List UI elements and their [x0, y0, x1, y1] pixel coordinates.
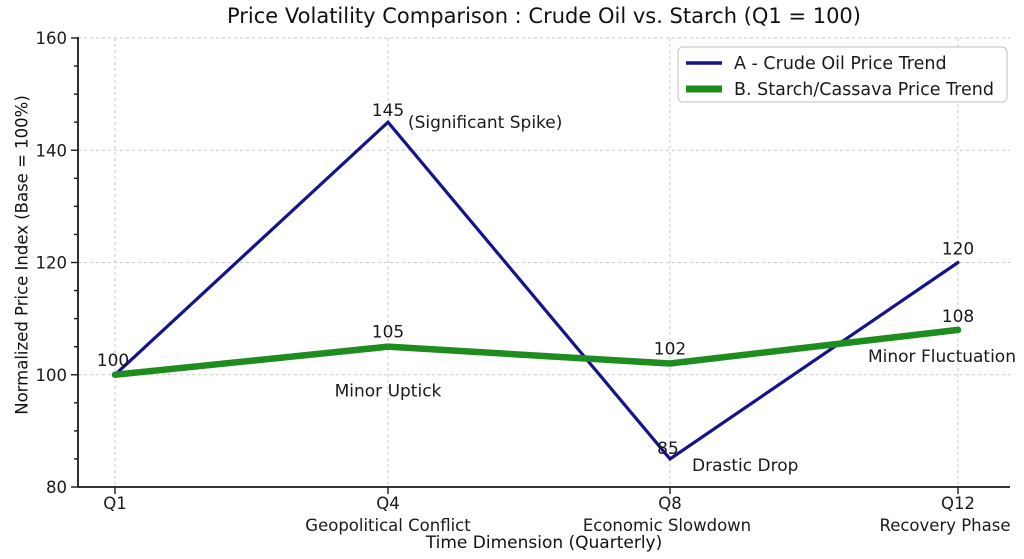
- legend-label-a-crude-oil-price-trend: A - Crude Oil Price Trend: [734, 54, 947, 74]
- x-tick-label: Q4: [376, 494, 400, 513]
- annotation-85: 85: [657, 439, 679, 459]
- x-tick-label: Q1: [103, 494, 127, 513]
- annotation-significant-spike: (Significant Spike): [408, 113, 562, 133]
- y-tick-label: 120: [36, 254, 68, 273]
- series-line-b-starch-cassava-price-trend: [111, 326, 962, 378]
- x-tick-label: Q8: [658, 494, 682, 513]
- legend-label-b-starch-cassava-price-trend: B. Starch/Cassava Price Trend: [734, 80, 994, 100]
- annotation-105: 105: [372, 323, 404, 343]
- annotation-drastic-drop: Drastic Drop: [692, 456, 798, 476]
- chart-title: Price Volatility Comparison : Crude Oil …: [227, 4, 861, 28]
- annotation-145: 145: [372, 101, 404, 121]
- annotation-120: 120: [942, 240, 974, 260]
- annotation-100: 100: [97, 351, 129, 371]
- x-context-label-recovery-phase: Recovery Phase: [879, 516, 1010, 535]
- annotation-minor-fluctuation: Minor Fluctuation: [868, 347, 1016, 367]
- annotation-108: 108: [942, 307, 974, 327]
- x-axis-label: Time Dimension (Quarterly): [425, 533, 663, 553]
- y-tick-label: 80: [46, 478, 67, 497]
- y-tick-label: 140: [36, 141, 68, 160]
- series-line-a-crude-oil-price-trend: [113, 119, 960, 462]
- annotation-minor-uptick: Minor Uptick: [335, 382, 442, 402]
- x-tick-label: Q12: [941, 494, 975, 513]
- legend-box: [677, 46, 1008, 103]
- y-axis-label: Normalized Price Index (Base = 100%): [12, 95, 32, 415]
- x-context-label-geopolitical-conflict: Geopolitical Conflict: [305, 516, 471, 535]
- y-tick-label: 160: [36, 29, 68, 48]
- annotation-102: 102: [654, 340, 686, 360]
- y-tick-label: 100: [36, 366, 68, 385]
- x-context-label-economic-slowdown: Economic Slowdown: [583, 516, 751, 535]
